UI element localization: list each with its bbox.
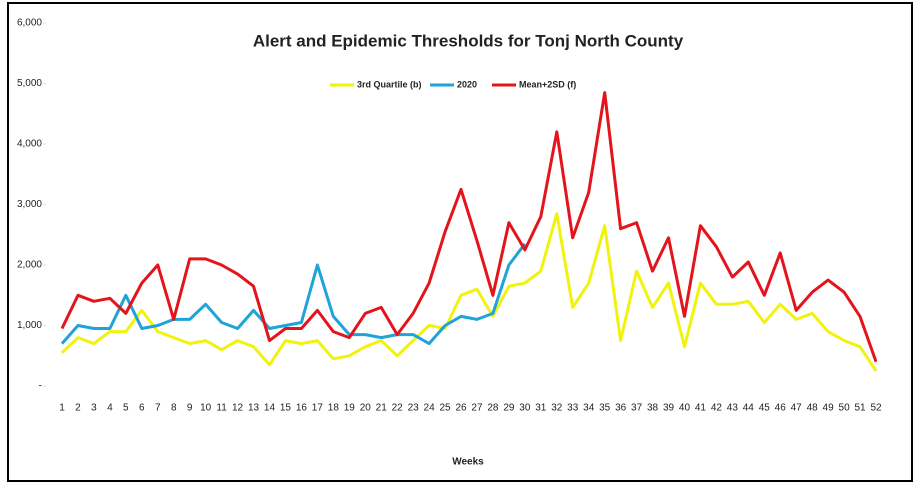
x-tick-label: 52 [870, 403, 882, 414]
x-tick-label: 24 [424, 403, 436, 414]
x-tick-label: 47 [791, 403, 803, 414]
x-tick-label: 35 [599, 403, 611, 414]
x-tick-label: 45 [759, 403, 771, 414]
chart-title: Alert and Epidemic Thresholds for Tonj N… [253, 31, 684, 50]
x-tick-label: 23 [408, 403, 420, 414]
x-tick-label: 14 [264, 403, 276, 414]
x-tick-label: 49 [823, 403, 835, 414]
x-tick-label: 4 [107, 403, 113, 414]
x-tick-label: 46 [775, 403, 787, 414]
series-line [60, 91, 878, 363]
x-tick-label: 30 [519, 403, 531, 414]
x-tick-label: 22 [392, 403, 404, 414]
x-tick-label: 3 [91, 403, 97, 414]
x-tick-label: 41 [695, 403, 707, 414]
x-tick-label: 17 [312, 403, 324, 414]
x-tick-label: 20 [360, 403, 372, 414]
x-tick-label: 51 [854, 403, 866, 414]
y-tick-label: 6,000 [17, 18, 42, 29]
x-axis-label: Weeks [452, 457, 484, 468]
x-tick-label: 8 [171, 403, 177, 414]
x-tick-label: 15 [280, 403, 292, 414]
x-tick-label: 31 [535, 403, 547, 414]
x-tick-label: 36 [615, 403, 627, 414]
x-tick-label: 1 [59, 403, 65, 414]
x-tick-label: 40 [679, 403, 691, 414]
y-tick-label: 2,000 [17, 260, 42, 271]
x-tick-label: 25 [439, 403, 451, 414]
x-tick-label: 38 [647, 403, 659, 414]
series-line [60, 242, 527, 346]
x-tick-label: 34 [583, 403, 595, 414]
x-tick-label: 19 [344, 403, 356, 414]
x-tick-label: 13 [248, 403, 260, 414]
x-tick-label: 27 [471, 403, 483, 414]
x-tick-label: 10 [200, 403, 212, 414]
x-tick-label: 7 [155, 403, 161, 414]
x-tick-label: 11 [216, 403, 227, 414]
x-tick-label: 39 [663, 403, 675, 414]
x-tick-label: 18 [328, 403, 340, 414]
x-tick-label: 9 [187, 403, 193, 414]
series-line [60, 212, 878, 372]
x-tick-label: 21 [376, 403, 388, 414]
y-tick-label: - [39, 381, 42, 392]
legend-label: Mean+2SD (f) [519, 79, 576, 89]
x-tick-label: 16 [296, 403, 308, 414]
x-tick-label: 44 [743, 403, 755, 414]
x-tick-label: 32 [551, 403, 563, 414]
y-tick-label: 1,000 [17, 320, 42, 331]
frame [7, 2, 913, 482]
x-tick-label: 5 [123, 403, 129, 414]
x-tick-label: 50 [839, 403, 851, 414]
x-tick-label: 2 [75, 403, 81, 414]
x-tick-label: 48 [807, 403, 819, 414]
x-tick-label: 29 [503, 403, 515, 414]
x-tick-label: 37 [631, 403, 643, 414]
x-tick-label: 12 [232, 403, 244, 414]
x-tick-label: 33 [567, 403, 579, 414]
y-tick-label: 4,000 [17, 139, 42, 150]
x-tick-label: 42 [711, 403, 723, 414]
x-tick-label: 43 [727, 403, 739, 414]
y-tick-label: 3,000 [17, 199, 42, 210]
x-tick-label: 26 [455, 403, 467, 414]
legend-label: 2020 [457, 79, 477, 89]
y-tick-label: 5,000 [17, 78, 42, 89]
legend-label: 3rd Quartile (b) [357, 79, 422, 89]
x-tick-label: 6 [139, 403, 145, 414]
x-tick-label: 28 [487, 403, 499, 414]
